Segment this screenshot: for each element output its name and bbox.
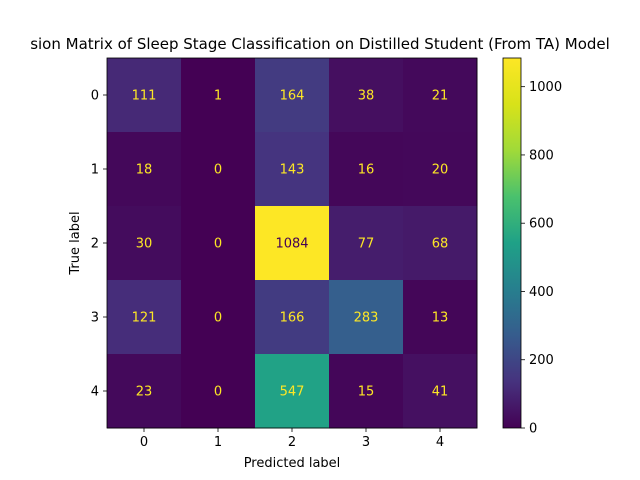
y-tick-label: 0 — [91, 89, 99, 104]
x-tick-label: 2 — [288, 435, 296, 450]
colorbar-ticks: 0 200 400 600 800 1000 — [521, 80, 562, 437]
heatmap-cell — [329, 132, 404, 207]
colorbar-tick-label: 400 — [529, 285, 554, 300]
colorbar-tick-label: 600 — [529, 217, 554, 232]
heatmap-cell — [255, 206, 330, 281]
x-tick-label: 0 — [140, 435, 148, 450]
cell-value-label: 23 — [136, 385, 153, 400]
heatmap-cell — [181, 58, 256, 133]
heatmap-cell — [255, 58, 330, 133]
heatmap-cell — [181, 132, 256, 207]
cell-value-label: 0 — [214, 385, 222, 400]
y-axis-label: True label — [68, 211, 83, 275]
cell-value-label: 16 — [358, 163, 375, 178]
cell-value-label: 18 — [136, 163, 153, 178]
heatmap-cell — [107, 354, 182, 429]
cell-value-label: 15 — [358, 385, 375, 400]
y-tick-label: 1 — [91, 163, 99, 178]
chart-title: sion Matrix of Sleep Stage Classificatio… — [30, 35, 610, 53]
cell-value-label: 21 — [432, 89, 449, 104]
heatmap-cells — [107, 58, 478, 429]
cell-value-label: 164 — [280, 89, 305, 104]
heatmap-cell — [255, 354, 330, 429]
colorbar-tick-label: 1000 — [529, 80, 562, 95]
y-axis-ticks: 0 1 2 3 4 — [91, 89, 107, 400]
cell-value-label: 121 — [132, 311, 157, 326]
cell-value-label: 111 — [132, 89, 157, 104]
x-tick-label: 3 — [362, 435, 370, 450]
cell-value-label: 283 — [354, 311, 379, 326]
heatmap-cell — [403, 206, 478, 281]
colorbar-tick-label: 800 — [529, 148, 554, 163]
cell-value-label: 143 — [280, 163, 305, 178]
colorbar — [502, 57, 522, 429]
cell-value-label: 41 — [432, 385, 449, 400]
heatmap-cell — [329, 354, 404, 429]
heatmap-cell — [255, 132, 330, 207]
cell-value-label: 68 — [432, 237, 449, 252]
x-tick-label: 1 — [214, 435, 222, 450]
cell-value-label: 30 — [136, 237, 153, 252]
heatmap-cell — [403, 280, 478, 355]
x-tick-label: 4 — [436, 435, 444, 450]
colorbar-tick-label: 0 — [529, 422, 537, 437]
y-tick-label: 3 — [91, 311, 99, 326]
cell-value-label: 0 — [214, 237, 222, 252]
heatmap-cell — [403, 354, 478, 429]
heatmap-cell — [181, 280, 256, 355]
heatmap-cell — [403, 58, 478, 133]
heatmap-cell — [255, 280, 330, 355]
heatmap-cell — [107, 280, 182, 355]
cell-value-label: 547 — [280, 385, 305, 400]
cell-value-label: 0 — [214, 311, 222, 326]
colorbar-tick-label: 200 — [529, 353, 554, 368]
heatmap-cell — [181, 206, 256, 281]
x-axis-label: Predicted label — [244, 456, 341, 471]
heatmap-cell — [181, 354, 256, 429]
cell-value-label: 13 — [432, 311, 449, 326]
heatmap-cell — [107, 206, 182, 281]
cell-value-label: 166 — [280, 311, 305, 326]
heatmap-cell — [329, 58, 404, 133]
y-tick-label: 2 — [91, 237, 99, 252]
cell-value-label: 1 — [214, 89, 222, 104]
cell-value-label: 0 — [214, 163, 222, 178]
cell-value-label: 38 — [358, 89, 375, 104]
heatmap-cell — [329, 206, 404, 281]
cell-value-label: 1084 — [275, 237, 308, 252]
y-tick-label: 4 — [91, 385, 99, 400]
heatmap-cell — [107, 58, 182, 133]
cell-value-label: 77 — [358, 237, 375, 252]
heatmap-cell — [403, 132, 478, 207]
cell-value-label: 20 — [432, 163, 449, 178]
heatmap-cell — [329, 280, 404, 355]
heatmap-cell — [107, 132, 182, 207]
x-axis-ticks: 0 1 2 3 4 — [140, 428, 444, 450]
